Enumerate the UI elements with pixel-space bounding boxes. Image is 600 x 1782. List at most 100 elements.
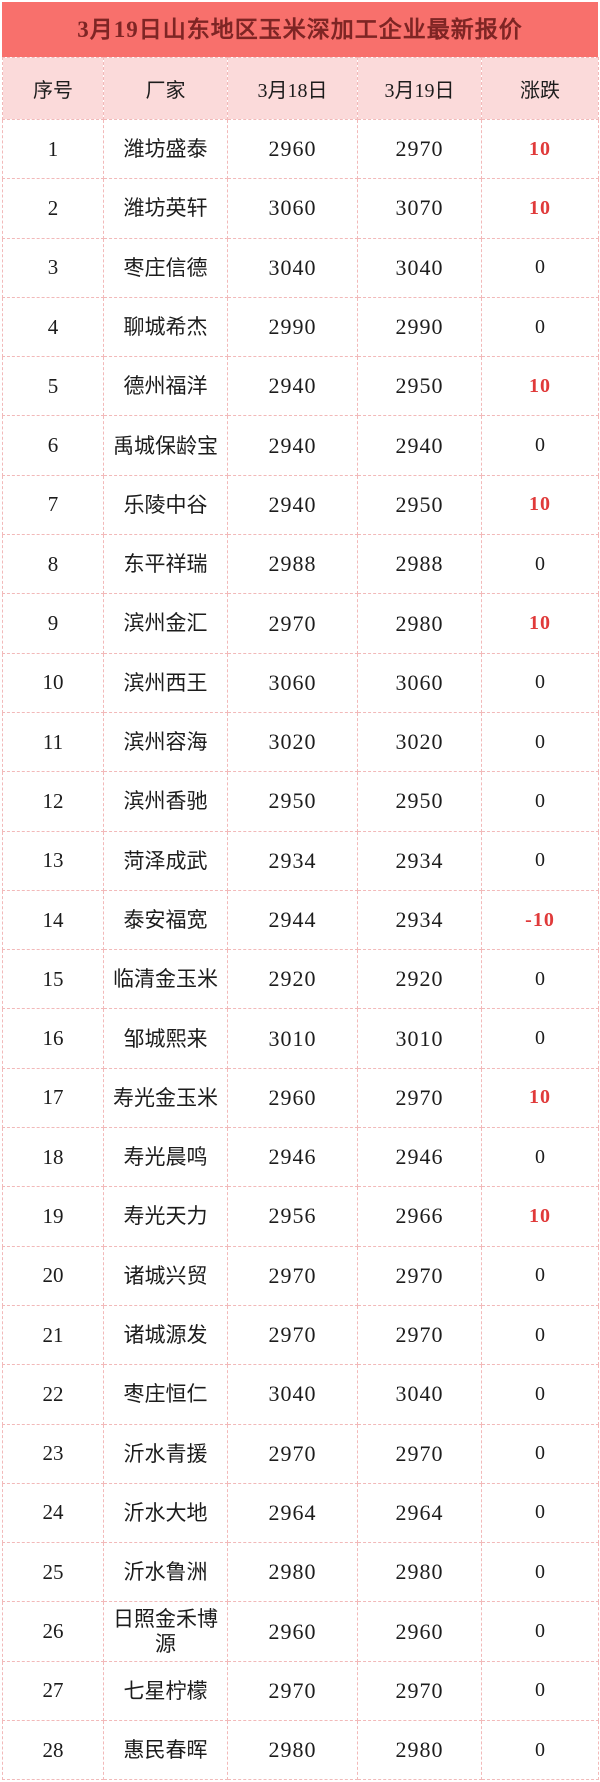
cell-index: 5 [2,356,104,417]
cell-price-mar18: 2970 [227,1304,358,1366]
cell-index: 25 [2,1542,104,1603]
col-header-manufacturer: 厂家 [103,57,228,120]
cell-index: 24 [2,1482,104,1544]
cell-price-mar18: 3040 [227,237,358,298]
col-header-mar19: 3月19日 [357,57,482,120]
table-row: 15 临清金玉米 2920 2920 0 [2,949,599,1010]
table-row: 23 沂水青援 2970 2970 0 [2,1423,599,1484]
table-row: 28 惠民春晖 2980 2980 0 [2,1720,599,1781]
cell-price-mar19: 2950 [357,771,482,832]
cell-index: 6 [2,415,104,476]
cell-price-mar19: 2970 [357,1067,482,1129]
cell-price-mar19: 2946 [357,1127,482,1188]
table-row: 25 沂水鲁洲 2980 2980 0 [2,1542,599,1603]
cell-change: 0 [481,1127,599,1188]
col-header-index: 序号 [2,57,104,120]
cell-price-mar18: 2960 [227,1067,358,1129]
table-row: 20 诸城兴贸 2970 2970 0 [2,1245,599,1306]
cell-price-mar19: 2990 [357,296,482,358]
table-row: 9 滨州金汇 2970 2980 10 [2,593,599,654]
cell-index: 19 [2,1186,104,1247]
cell-change: 0 [481,1482,599,1544]
table-row: 22 枣庄恒仁 3040 3040 0 [2,1364,599,1425]
table-row: 12 滨州香驰 2950 2950 0 [2,771,599,832]
table-row: 17 寿光金玉米 2960 2970 10 [2,1067,599,1129]
cell-change: 0 [481,1660,599,1722]
cell-manufacturer: 日照金禾博源 [103,1601,228,1662]
cell-price-mar19: 3010 [357,1008,482,1069]
cell-manufacturer: 潍坊英轩 [103,178,228,239]
cell-price-mar19: 2980 [357,1542,482,1603]
cell-price-mar18: 2988 [227,534,358,595]
cell-change: 10 [481,118,599,180]
cell-index: 28 [2,1720,104,1781]
cell-price-mar19: 2940 [357,415,482,476]
cell-price-mar19: 3020 [357,711,482,773]
cell-price-mar19: 2964 [357,1482,482,1544]
cell-price-mar19: 2970 [357,1245,482,1306]
table-row: 2 潍坊英轩 3060 3070 10 [2,178,599,239]
cell-price-mar19: 2934 [357,889,482,951]
cell-change: 0 [481,1364,599,1425]
cell-price-mar18: 2970 [227,1245,358,1306]
table-row: 8 东平祥瑞 2988 2988 0 [2,534,599,595]
table-row: 18 寿光晨鸣 2946 2946 0 [2,1127,599,1188]
cell-price-mar19: 2920 [357,949,482,1010]
page-title: 3月19日山东地区玉米深加工企业最新报价 [2,2,598,57]
cell-price-mar18: 2944 [227,889,358,951]
table-row: 7 乐陵中谷 2940 2950 10 [2,474,599,536]
cell-manufacturer: 诸城兴贸 [103,1245,228,1306]
cell-index: 4 [2,296,104,358]
cell-index: 14 [2,889,104,951]
cell-price-mar18: 3060 [227,178,358,239]
cell-index: 8 [2,534,104,595]
cell-index: 13 [2,830,104,891]
cell-index: 16 [2,1008,104,1069]
cell-change: 0 [481,534,599,595]
cell-index: 20 [2,1245,104,1306]
header-row: 序号 厂家 3月18日 3月19日 涨跌 [2,57,599,120]
cell-price-mar18: 3040 [227,1364,358,1425]
table-row: 27 七星柠檬 2970 2970 0 [2,1660,599,1722]
cell-change: 10 [481,1186,599,1247]
cell-manufacturer: 滨州香驰 [103,771,228,832]
cell-price-mar18: 2970 [227,593,358,654]
cell-price-mar18: 3010 [227,1008,358,1069]
cell-price-mar18: 2946 [227,1127,358,1188]
cell-change: 0 [481,237,599,298]
cell-change: 0 [481,1008,599,1069]
cell-manufacturer: 寿光晨鸣 [103,1127,228,1188]
cell-price-mar18: 2956 [227,1186,358,1247]
cell-manufacturer: 枣庄恒仁 [103,1364,228,1425]
cell-index: 3 [2,237,104,298]
cell-index: 27 [2,1660,104,1722]
cell-change: 0 [481,711,599,773]
cell-index: 18 [2,1127,104,1188]
cell-manufacturer: 沂水青援 [103,1423,228,1484]
cell-index: 11 [2,711,104,773]
cell-index: 2 [2,178,104,239]
cell-change: 10 [481,474,599,536]
cell-manufacturer: 泰安福宽 [103,889,228,951]
cell-price-mar19: 2966 [357,1186,482,1247]
table-row: 6 禹城保龄宝 2940 2940 0 [2,415,599,476]
cell-price-mar19: 3070 [357,178,482,239]
cell-price-mar18: 3020 [227,711,358,773]
cell-price-mar19: 2950 [357,356,482,417]
cell-change: 10 [481,356,599,417]
cell-index: 21 [2,1304,104,1366]
cell-change: 10 [481,178,599,239]
cell-change: 10 [481,1067,599,1129]
table-row: 10 滨州西王 3060 3060 0 [2,652,599,713]
cell-index: 12 [2,771,104,832]
table-row: 21 诸城源发 2970 2970 0 [2,1304,599,1366]
cell-manufacturer: 沂水鲁洲 [103,1542,228,1603]
table-row: 26 日照金禾博源 2960 2960 0 [2,1601,599,1662]
cell-manufacturer: 聊城希杰 [103,296,228,358]
price-table: 序号 厂家 3月18日 3月19日 涨跌 1 潍坊盛泰 2960 2970 10… [2,57,599,1781]
cell-price-mar18: 2940 [227,415,358,476]
cell-price-mar18: 2990 [227,296,358,358]
cell-price-mar19: 2980 [357,1720,482,1781]
cell-change: 0 [481,415,599,476]
cell-change: 0 [481,1304,599,1366]
